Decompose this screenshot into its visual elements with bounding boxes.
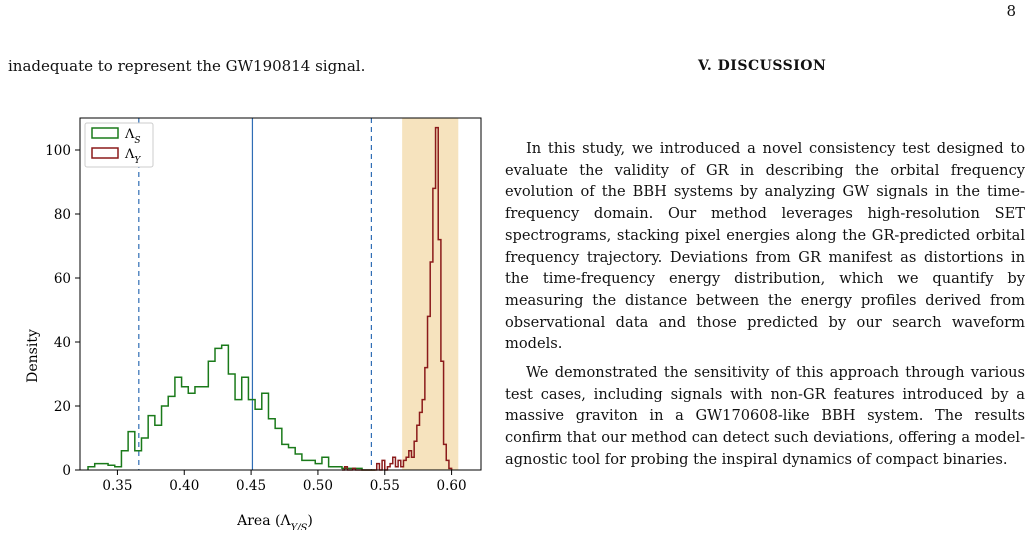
plot-frame bbox=[79, 117, 482, 471]
x-tick-label: 0.60 bbox=[437, 478, 467, 494]
y-tick-label: 100 bbox=[45, 143, 71, 159]
y-tick-label: 20 bbox=[54, 399, 71, 415]
left-intro-text: inadequate to represent the GW190814 sig… bbox=[8, 57, 366, 75]
legend-label-1: ΛY bbox=[124, 147, 141, 166]
legend-swatch-0 bbox=[91, 127, 119, 139]
y-tick-label: 80 bbox=[54, 207, 71, 223]
discussion-paragraph-2: We demonstrated the sensitivity of this … bbox=[505, 362, 1025, 471]
legend-box bbox=[84, 122, 154, 168]
area-histogram-figure: 0.35 0.40 0.45 0.50 0.55 0.60 0 20 40 60 80 100 ΛSΛ… bbox=[25, 117, 482, 530]
x-tick-label: 0.35 bbox=[102, 478, 132, 494]
y-tick-label: 40 bbox=[54, 335, 71, 351]
y-tick-label: 0 bbox=[62, 463, 71, 479]
y-tick-label: 60 bbox=[54, 271, 71, 287]
x-tick-label: 0.55 bbox=[370, 478, 400, 494]
x-tick-label: 0.40 bbox=[169, 478, 199, 494]
x-tick-label: 0.45 bbox=[236, 478, 266, 494]
histogram-series-0 bbox=[87, 344, 376, 471]
legend-swatch-1 bbox=[91, 147, 119, 159]
y-axis-label: Density bbox=[25, 329, 41, 383]
paragraph-text: We demonstrated the sensitivity of this … bbox=[505, 364, 1025, 468]
x-tick-label: 0.50 bbox=[303, 478, 333, 494]
discussion-paragraph-1: In this study, we introduced a novel con… bbox=[505, 138, 1025, 355]
section-heading: V. DISCUSSION bbox=[698, 58, 827, 74]
page-number: 8 bbox=[1006, 2, 1016, 20]
legend-label-0: ΛS bbox=[124, 127, 141, 146]
paragraph-text: In this study, we introduced a novel con… bbox=[505, 140, 1025, 353]
x-axis-label: Area (ΛY/S) bbox=[236, 513, 313, 530]
